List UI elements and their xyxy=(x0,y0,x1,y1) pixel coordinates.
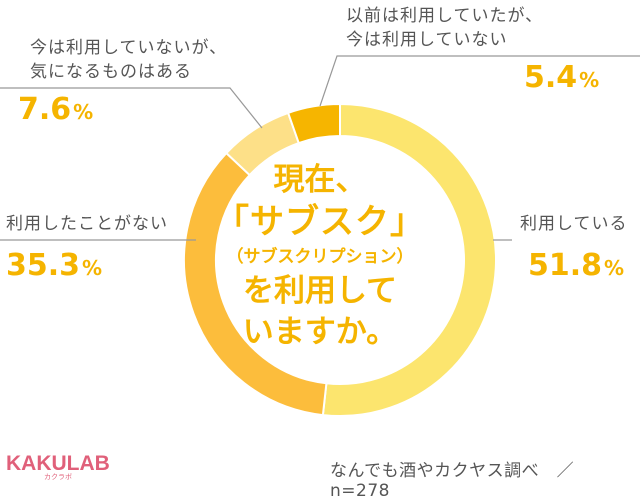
title-line-2: 「サブスク」 xyxy=(215,202,425,242)
value-using-number: 51.8 xyxy=(528,248,603,283)
label-former: 以前は利用していたが、 今は利用していない xyxy=(346,4,543,52)
slice-using xyxy=(321,102,497,417)
value-never: 35.3% xyxy=(6,248,102,286)
label-using-text: 利用している xyxy=(520,214,628,234)
kakulab-logo: KAKULAB xyxy=(6,452,110,475)
value-never-number: 35.3 xyxy=(6,248,81,283)
source-note: なんでも酒やカクヤス調べ ／ n=278 xyxy=(330,461,575,501)
chart-title: 現在、 「サブスク」 （サブスクリプション） を利用して いますか。 xyxy=(200,160,440,352)
leader-line-former xyxy=(319,55,640,107)
value-using-unit: % xyxy=(604,256,625,280)
title-line-4: を利用して xyxy=(242,273,398,309)
value-never-unit: % xyxy=(82,256,103,280)
label-interested: 今は利用していないが、 気になるものはある xyxy=(30,36,227,84)
value-former: 5.4% xyxy=(524,60,599,98)
title-line-3: （サブスクリプション） xyxy=(226,247,414,267)
title-line-5: いますか。 xyxy=(242,314,398,350)
label-interested-line-2: 気になるものはある xyxy=(30,62,192,82)
label-using: 利用している xyxy=(520,212,628,236)
label-never-text: 利用したことがない xyxy=(6,214,168,234)
value-interested-unit: % xyxy=(73,100,94,124)
value-interested: 7.6% xyxy=(18,92,93,130)
label-former-line-1: 以前は利用していたが、 xyxy=(346,6,544,26)
leader-line-interested xyxy=(0,87,263,129)
value-former-number: 5.4 xyxy=(524,60,578,95)
label-former-line-2: 今は利用していない xyxy=(346,30,508,50)
slice-former xyxy=(286,102,341,145)
kakulab-logo-sub: カクラボ xyxy=(44,473,72,481)
label-never: 利用したことがない xyxy=(6,212,168,236)
label-interested-line-1: 今は利用していないが、 xyxy=(30,38,228,58)
title-line-1: 現在、 xyxy=(273,162,367,198)
value-interested-number: 7.6 xyxy=(18,92,72,127)
value-former-unit: % xyxy=(579,68,600,92)
leader-lines xyxy=(0,55,640,241)
donut-chart xyxy=(0,55,640,417)
value-using: 51.8% xyxy=(528,248,624,286)
donut-slices xyxy=(183,102,497,417)
